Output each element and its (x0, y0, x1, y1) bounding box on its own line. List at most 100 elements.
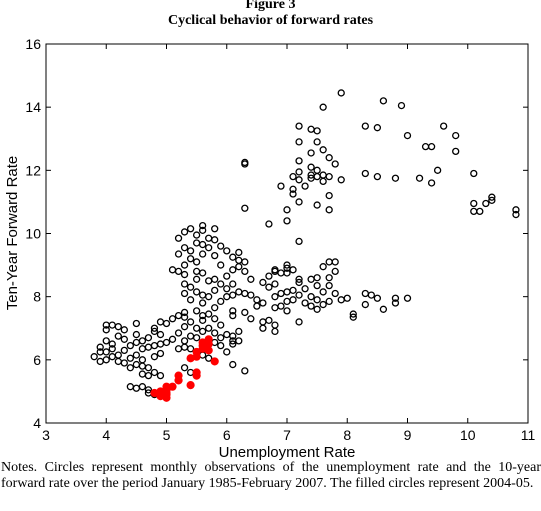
open-data-point (470, 169, 478, 178)
open-data-point (150, 341, 159, 350)
open-data-point (470, 207, 478, 216)
open-data-point (367, 291, 376, 299)
open-data-point (108, 340, 116, 348)
open-data-point (114, 357, 122, 366)
figure-notes: Notes. Circles represent monthly observa… (1, 460, 541, 491)
open-data-point (452, 131, 460, 140)
open-data-point (313, 172, 321, 181)
open-data-point (331, 289, 339, 298)
open-data-point (223, 348, 231, 356)
open-data-point (205, 234, 213, 242)
open-data-point (319, 146, 327, 154)
open-data-point (307, 302, 315, 310)
x-axis-label: Unemployment Rate (219, 444, 356, 460)
open-data-point (186, 345, 195, 353)
open-data-point (295, 275, 303, 283)
open-data-point (289, 266, 297, 274)
open-data-point (223, 285, 231, 293)
open-data-point (198, 240, 207, 249)
open-data-point (289, 190, 297, 198)
open-data-point (217, 242, 225, 250)
x-tick-label: 7 (283, 427, 291, 443)
open-data-point (223, 247, 231, 255)
figure-number: Figure 3 (245, 0, 296, 12)
open-data-point (488, 193, 496, 201)
open-data-point (150, 324, 159, 332)
open-data-point (313, 138, 321, 146)
open-data-point (337, 176, 345, 184)
data-points (90, 89, 520, 402)
open-data-point (132, 351, 141, 359)
open-data-point (319, 263, 327, 271)
open-data-point (198, 226, 207, 234)
open-data-point (512, 206, 520, 214)
open-data-point (180, 261, 189, 269)
open-data-point (174, 329, 183, 337)
open-data-point (301, 299, 309, 307)
open-data-point (144, 334, 153, 342)
open-data-point (439, 122, 448, 130)
open-data-point (433, 166, 442, 174)
open-data-point (301, 285, 309, 293)
open-data-point (211, 304, 219, 312)
open-data-point (415, 174, 424, 182)
open-data-point (247, 315, 255, 323)
open-data-point (168, 315, 177, 323)
open-data-point (283, 206, 291, 214)
open-data-point (150, 368, 159, 377)
open-data-point (277, 302, 285, 310)
open-data-point (180, 308, 189, 317)
open-data-point (132, 384, 141, 392)
open-data-point (120, 359, 128, 367)
open-data-point (241, 258, 249, 266)
open-data-point (126, 364, 135, 372)
open-data-point (241, 367, 249, 375)
open-data-point (241, 267, 249, 276)
open-data-point (361, 289, 369, 298)
open-data-point (198, 269, 207, 277)
x-tick-label: 3 (42, 427, 50, 443)
open-data-point (277, 289, 285, 298)
open-data-point (295, 198, 303, 206)
open-data-point (138, 383, 147, 391)
open-data-point (102, 348, 110, 356)
open-data-point (289, 286, 297, 295)
open-data-point (295, 168, 303, 176)
open-data-point (96, 357, 104, 366)
open-data-point (265, 316, 273, 325)
open-data-point (295, 122, 303, 130)
open-data-point (229, 360, 237, 369)
open-data-point (211, 286, 219, 295)
open-data-point (186, 247, 195, 255)
open-data-point (235, 288, 243, 296)
open-data-point (283, 297, 291, 306)
open-data-point (192, 239, 201, 247)
open-data-point (186, 225, 195, 233)
open-data-point (192, 267, 201, 276)
open-data-point (295, 157, 303, 165)
open-data-point (313, 305, 321, 313)
open-data-point (229, 307, 237, 315)
open-data-point (198, 221, 207, 230)
open-data-point (138, 337, 147, 345)
open-data-point (198, 250, 207, 258)
open-data-point (174, 267, 183, 276)
open-data-point (229, 340, 237, 348)
open-data-point (295, 318, 303, 326)
open-data-point (132, 338, 141, 347)
chart-title: Cyclical behavior of forward rates (167, 13, 374, 28)
open-data-point (259, 318, 267, 326)
open-data-point (192, 324, 201, 332)
open-data-point (253, 302, 261, 310)
open-data-point (114, 351, 122, 359)
open-data-point (277, 269, 285, 277)
y-tick-label: 14 (25, 99, 41, 115)
open-data-point (205, 324, 213, 332)
open-data-point (205, 354, 213, 362)
open-data-point (174, 345, 183, 353)
open-data-point (144, 343, 153, 351)
open-data-point (168, 335, 177, 343)
open-data-point (229, 280, 237, 288)
open-data-point (211, 329, 219, 337)
open-data-point (205, 293, 213, 301)
